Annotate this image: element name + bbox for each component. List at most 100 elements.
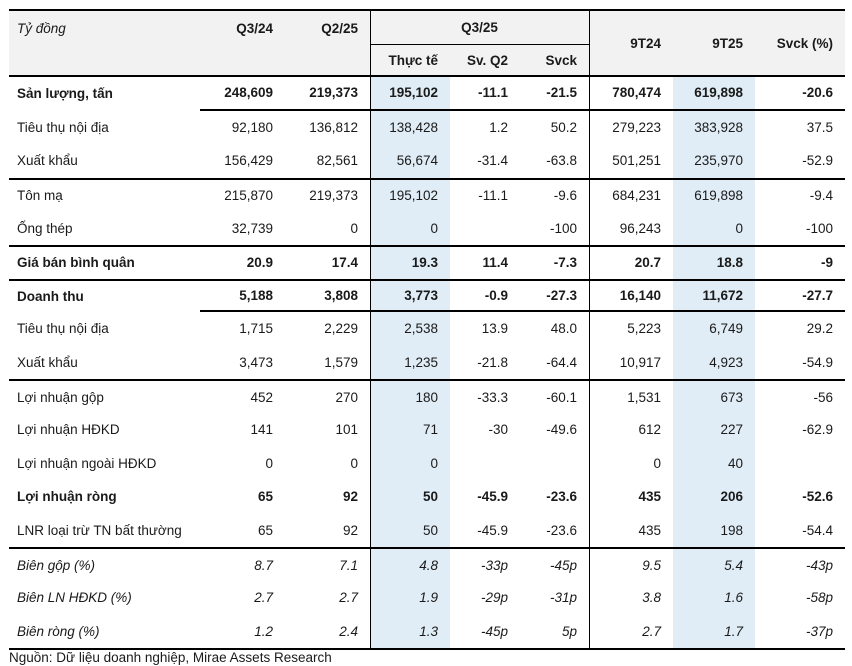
cell: 619,898	[673, 77, 755, 111]
unit-label: Tỷ đồng	[17, 20, 66, 36]
table-row-loi-nhuan-hdkd: Lợi nhuận HĐKD 141 101 71 -30 -49.6 612 …	[9, 413, 845, 447]
row-label: Biên ròng (%)	[17, 623, 100, 639]
cell: -20.6	[755, 77, 845, 111]
cell: 435	[638, 523, 661, 539]
cell: 1.3	[419, 623, 438, 639]
cell: 32,739	[231, 220, 273, 236]
row-label: Ống thép	[17, 220, 73, 236]
cell: 5p	[561, 623, 577, 639]
cell: 1.9	[419, 590, 438, 606]
cell: -45.9	[477, 489, 508, 505]
cell: 0	[265, 455, 273, 471]
cell: 4,923	[709, 355, 743, 371]
cell: 7.1	[339, 557, 358, 573]
table-row-bien-gop: Biên gộp (%) 8.7 7.1 4.8 -33p -45p 9.5 5…	[9, 547, 845, 581]
cell: 619,898	[694, 188, 743, 204]
cell: 2.4	[339, 623, 358, 639]
cell: -21.5	[520, 77, 589, 111]
cell: -9	[820, 255, 833, 271]
cell	[450, 447, 520, 481]
cell: 3.8	[642, 590, 661, 606]
cell: 29.2	[806, 321, 833, 337]
cell: 82,561	[316, 153, 358, 169]
cell: -56	[813, 389, 833, 405]
cell: -45p	[480, 623, 508, 639]
cell: 0	[430, 455, 438, 471]
cell: 5,188	[200, 281, 285, 313]
cell: -58p	[805, 590, 833, 606]
cell: 19.3	[411, 255, 438, 271]
header-group-q3-25: Q3/25	[370, 11, 589, 45]
cell: 1,715	[239, 321, 273, 337]
cell: -60.1	[546, 389, 577, 405]
cell: 1,235	[404, 355, 438, 371]
cell: 156,429	[224, 153, 273, 169]
row-label: Lợi nhuận ròng	[17, 489, 117, 505]
row-label: Tôn mạ	[17, 188, 63, 204]
cell: -9.6	[553, 188, 577, 204]
cell: -27.3	[520, 281, 589, 313]
cell: 92,180	[231, 119, 273, 135]
cell: 0	[430, 220, 438, 236]
cell: -100	[549, 220, 577, 236]
table-row-xuat-khau: Xuất khẩu 156,429 82,561 56,674 -31.4 -6…	[9, 144, 845, 178]
cell: 101	[335, 422, 358, 438]
cell: 180	[415, 389, 438, 405]
cell: -11.1	[450, 77, 520, 111]
cell: -30	[488, 422, 508, 438]
cell: 452	[250, 389, 273, 405]
cell: 2.7	[642, 623, 661, 639]
cell: 56,674	[396, 153, 438, 169]
q3-25-group-left-divider	[369, 11, 371, 649]
cell	[520, 447, 589, 481]
financial-table: Tỷ đồng Q3/24 Q2/25 Q3/25 Thực tế Sv. Q2…	[9, 9, 845, 651]
cell: 136,812	[309, 119, 358, 135]
highlight-column-9t25	[673, 75, 755, 649]
cell: 0	[350, 455, 358, 471]
table-body: Sản lượng, tấn 248,609 219,373 195,102 -…	[9, 77, 845, 648]
cell: 673	[720, 389, 743, 405]
cell: 1,579	[324, 355, 358, 371]
cell: 0	[735, 220, 743, 236]
row-label: Giá bán bình quân	[17, 255, 135, 271]
table-row-bien-ln-hdkd: Biên LN HĐKD (%) 2.7 2.7 1.9 -29p -31p 3…	[9, 581, 845, 615]
cell: 2,229	[324, 321, 358, 337]
cell: -23.6	[546, 489, 577, 505]
cell: 235,970	[694, 153, 743, 169]
cell: 3,473	[239, 355, 273, 371]
cell: 501,251	[612, 153, 661, 169]
cell: -27.7	[755, 281, 845, 313]
table-row-tieu-thu-noi-dia-doanh-thu: Tiêu thụ nội địa 1,715 2,229 2,538 13.9 …	[9, 312, 845, 346]
cell: 1.2	[489, 119, 508, 135]
header-q3-24: Q3/24	[236, 20, 273, 36]
cell: 17.4	[331, 255, 358, 271]
cell: 16,140	[589, 281, 673, 313]
cell: 65	[257, 523, 273, 539]
q3-25-group-right-divider	[588, 11, 590, 649]
cell: 0	[653, 455, 661, 471]
cell: 270	[335, 389, 358, 405]
cell: 2,538	[404, 321, 438, 337]
cell: 3,808	[285, 281, 370, 313]
header-thuc-te: Thực tế	[388, 52, 438, 68]
row-label: Lợi nhuận HĐKD	[17, 422, 120, 438]
cell: 40	[727, 455, 743, 471]
cell: -64.4	[546, 355, 577, 371]
row-label: Lợi nhuận gộp	[17, 389, 104, 405]
cell: -45.9	[477, 523, 508, 539]
cell: 20.7	[634, 255, 661, 271]
cell: 4.8	[419, 557, 438, 573]
cell	[755, 447, 845, 481]
cell: 141	[250, 422, 273, 438]
row-label: Tiêu thụ nội địa	[17, 321, 109, 337]
cell: 50.2	[550, 119, 577, 135]
cell: 435	[638, 489, 661, 505]
cell: 227	[720, 422, 743, 438]
cell: -62.9	[802, 422, 833, 438]
cell: 684,231	[612, 188, 661, 204]
table-row-doanh-thu: Doanh thu 5,188 3,808 3,773 -0.9 -27.3 1…	[9, 278, 845, 313]
table-row-san-luong: Sản lượng, tấn 248,609 219,373 195,102 -…	[9, 77, 845, 111]
cell: 10,917	[619, 355, 661, 371]
table-row-loi-nhuan-rong: Lợi nhuận ròng 65 92 50 -45.9 -23.6 435 …	[9, 480, 845, 514]
cell: 96,243	[619, 220, 661, 236]
